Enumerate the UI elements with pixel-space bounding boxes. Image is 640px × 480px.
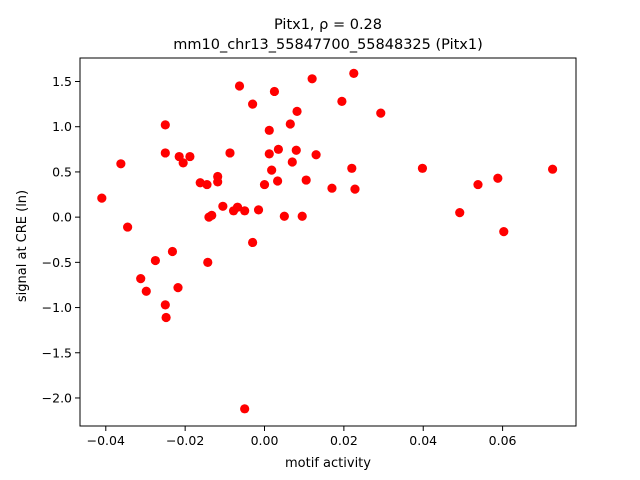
x-tick-label-4: 0.04 [409, 433, 437, 448]
x-tick-label-3: 0.02 [330, 433, 358, 448]
data-point-40 [285, 119, 295, 129]
data-point-23 [225, 148, 235, 158]
x-tick-label-5: 0.06 [489, 433, 517, 448]
data-point-11 [173, 283, 183, 293]
data-point-25 [232, 202, 243, 212]
y-tick-label-1: −1.5 [42, 345, 72, 360]
data-point-30 [248, 237, 258, 248]
data-point-19 [207, 210, 217, 220]
data-point-51 [349, 68, 359, 78]
data-point-59 [547, 164, 558, 174]
plot-frame [79, 57, 577, 427]
data-point-10 [167, 246, 178, 257]
data-point-36 [269, 86, 280, 97]
data-point-32 [259, 179, 270, 190]
data-point-57 [493, 173, 503, 183]
data-point-21 [213, 177, 223, 187]
data-point-8 [160, 300, 170, 310]
data-point-5 [150, 255, 160, 266]
data-point-46 [307, 74, 317, 84]
y-tick-label-2: −1.0 [42, 300, 72, 315]
data-point-35 [267, 165, 277, 175]
y-axis-label: signal at CRE (ln) [15, 190, 30, 302]
data-point-14 [185, 151, 195, 162]
x-axis-label: motif activity [285, 456, 371, 471]
data-point-31 [253, 205, 264, 215]
data-point-2 [123, 222, 133, 232]
y-tick-label-3: −0.5 [42, 255, 72, 270]
chart-title-line2: mm10_chr13_55847700_55848325 (Pitx1) [173, 37, 483, 53]
chart-title-line1: Pitx1, ρ = 0.28 [274, 17, 382, 33]
data-point-28 [240, 404, 250, 414]
data-point-4 [141, 286, 151, 296]
data-point-43 [292, 106, 302, 116]
data-point-16 [202, 179, 212, 190]
data-point-45 [301, 175, 311, 185]
data-point-50 [347, 163, 357, 173]
data-point-38 [273, 144, 283, 154]
data-point-58 [499, 227, 509, 237]
data-point-55 [455, 208, 465, 218]
data-point-47 [311, 150, 321, 160]
data-point-1 [116, 159, 126, 169]
data-point-17 [203, 257, 213, 267]
data-point-39 [279, 211, 289, 221]
x-tick-label-2: 0.00 [251, 433, 279, 448]
y-tick-label-4: 0.0 [52, 210, 72, 225]
y-tick-label-0: −2.0 [42, 390, 72, 405]
data-point-49 [337, 96, 347, 106]
data-point-7 [160, 148, 170, 158]
data-point-3 [136, 274, 146, 284]
data-point-41 [287, 157, 297, 167]
data-point-54 [417, 163, 428, 173]
data-point-13 [178, 158, 188, 168]
data-point-6 [160, 120, 170, 130]
data-point-48 [327, 183, 337, 193]
y-axis-ticks: −2.0 −1.5 −1.0 −0.5 0.0 0.5 1.0 1.5 [42, 74, 80, 405]
data-point-0 [97, 193, 107, 203]
data-point-53 [376, 108, 386, 118]
data-point-56 [473, 179, 483, 190]
data-point-37 [273, 176, 283, 186]
points-layer [97, 68, 558, 414]
data-point-33 [264, 149, 274, 159]
data-point-9 [161, 312, 171, 323]
data-point-52 [350, 184, 360, 194]
data-point-27 [240, 206, 250, 216]
data-point-29 [248, 99, 258, 109]
data-point-42 [291, 145, 301, 155]
data-point-44 [297, 211, 307, 221]
x-tick-label-0: −0.04 [87, 433, 125, 448]
y-tick-label-5: 0.5 [52, 164, 72, 179]
x-axis-ticks: −0.04 −0.02 0.00 0.02 0.04 0.06 [87, 426, 517, 448]
y-tick-label-7: 1.5 [52, 74, 72, 89]
data-point-22 [218, 201, 228, 211]
data-point-26 [234, 81, 245, 91]
y-tick-label-6: 1.0 [52, 119, 72, 134]
data-point-34 [264, 125, 274, 135]
x-tick-label-1: −0.02 [166, 433, 204, 448]
